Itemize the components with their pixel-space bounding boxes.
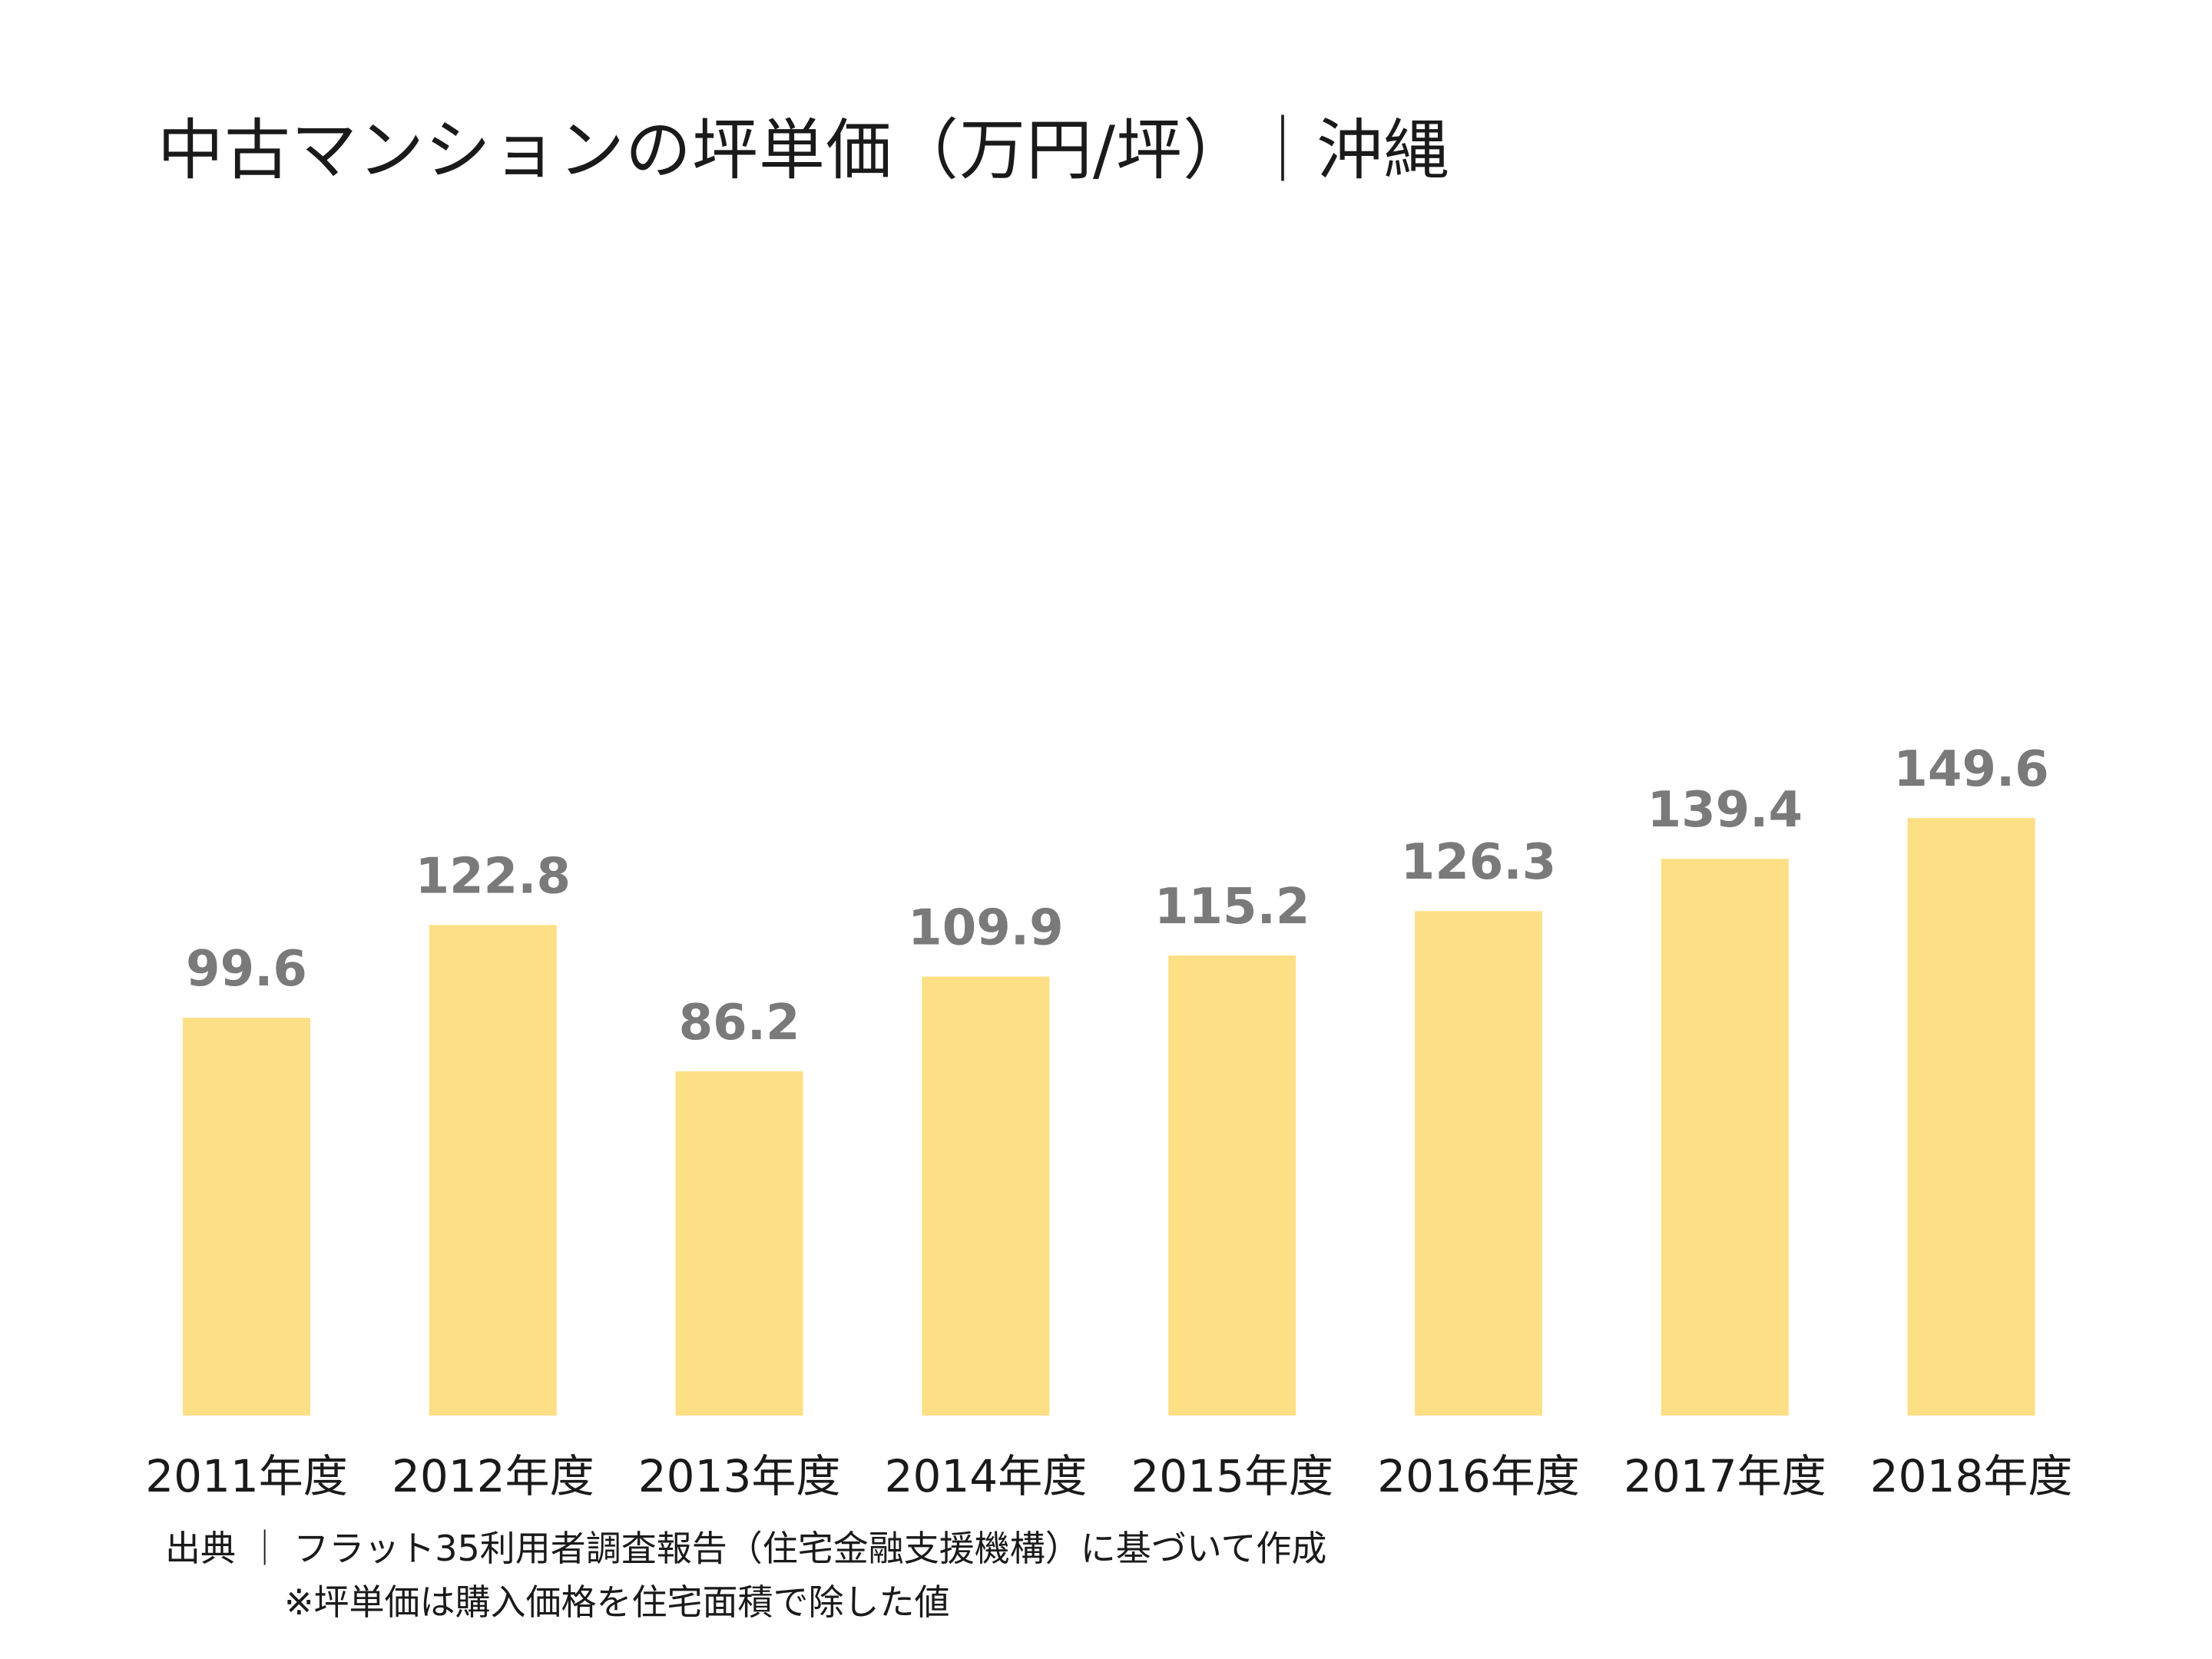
source-note: 出典 ｜ フラット35利用者調査報告（住宅金融支援機構）に基づいて作成 bbox=[165, 1528, 1327, 1569]
bar-2018年度 bbox=[1907, 818, 2035, 1416]
value-label-2013年度: 86.2 bbox=[679, 995, 800, 1051]
bar-2016年度 bbox=[1415, 911, 1542, 1416]
x-tick-label-2014年度: 2014年度 bbox=[885, 1450, 1088, 1502]
chart-title: 中古マンションの坪単価（万円/坪）｜沖縄 bbox=[157, 112, 1450, 189]
bar-2014年度 bbox=[922, 976, 1050, 1416]
value-label-2012年度: 122.8 bbox=[416, 848, 571, 905]
x-tick-label-2011年度: 2011年度 bbox=[145, 1450, 348, 1502]
value-label-2015年度: 115.2 bbox=[1154, 879, 1310, 935]
method-note: ※坪単価は購入価格を住宅面積で除した値 bbox=[284, 1581, 950, 1623]
x-tick-label-2013年度: 2013年度 bbox=[638, 1450, 841, 1502]
value-label-2011年度: 99.6 bbox=[186, 941, 307, 998]
bars-layer bbox=[183, 818, 2035, 1416]
bar-2012年度 bbox=[429, 925, 557, 1416]
x-tick-label-2012年度: 2012年度 bbox=[392, 1450, 594, 1502]
x-tick-label-2018年度: 2018年度 bbox=[1870, 1450, 2073, 1502]
bar-2013年度 bbox=[675, 1071, 803, 1416]
tick-labels-layer: 2011年度 2012年度 2013年度 2014年度 2015年度 2016年度 2017… bbox=[145, 1450, 2072, 1502]
value-label-2018年度: 149.6 bbox=[1893, 741, 2048, 798]
value-label-2017年度: 139.4 bbox=[1647, 782, 1803, 839]
bar-2011年度 bbox=[183, 1018, 310, 1416]
x-tick-label-2015年度: 2015年度 bbox=[1131, 1450, 1333, 1502]
value-labels-layer: 99.6 122.8 86.2 109.9 115.2 126.3 139.4 149.6 bbox=[186, 741, 2049, 1051]
value-label-2014年度: 109.9 bbox=[908, 900, 1063, 957]
bar-2017年度 bbox=[1661, 859, 1789, 1416]
x-tick-label-2017年度: 2017年度 bbox=[1624, 1450, 1826, 1502]
x-tick-label-2016年度: 2016年度 bbox=[1377, 1450, 1580, 1502]
bar-2015年度 bbox=[1168, 955, 1296, 1416]
value-label-2016年度: 126.3 bbox=[1401, 834, 1556, 891]
